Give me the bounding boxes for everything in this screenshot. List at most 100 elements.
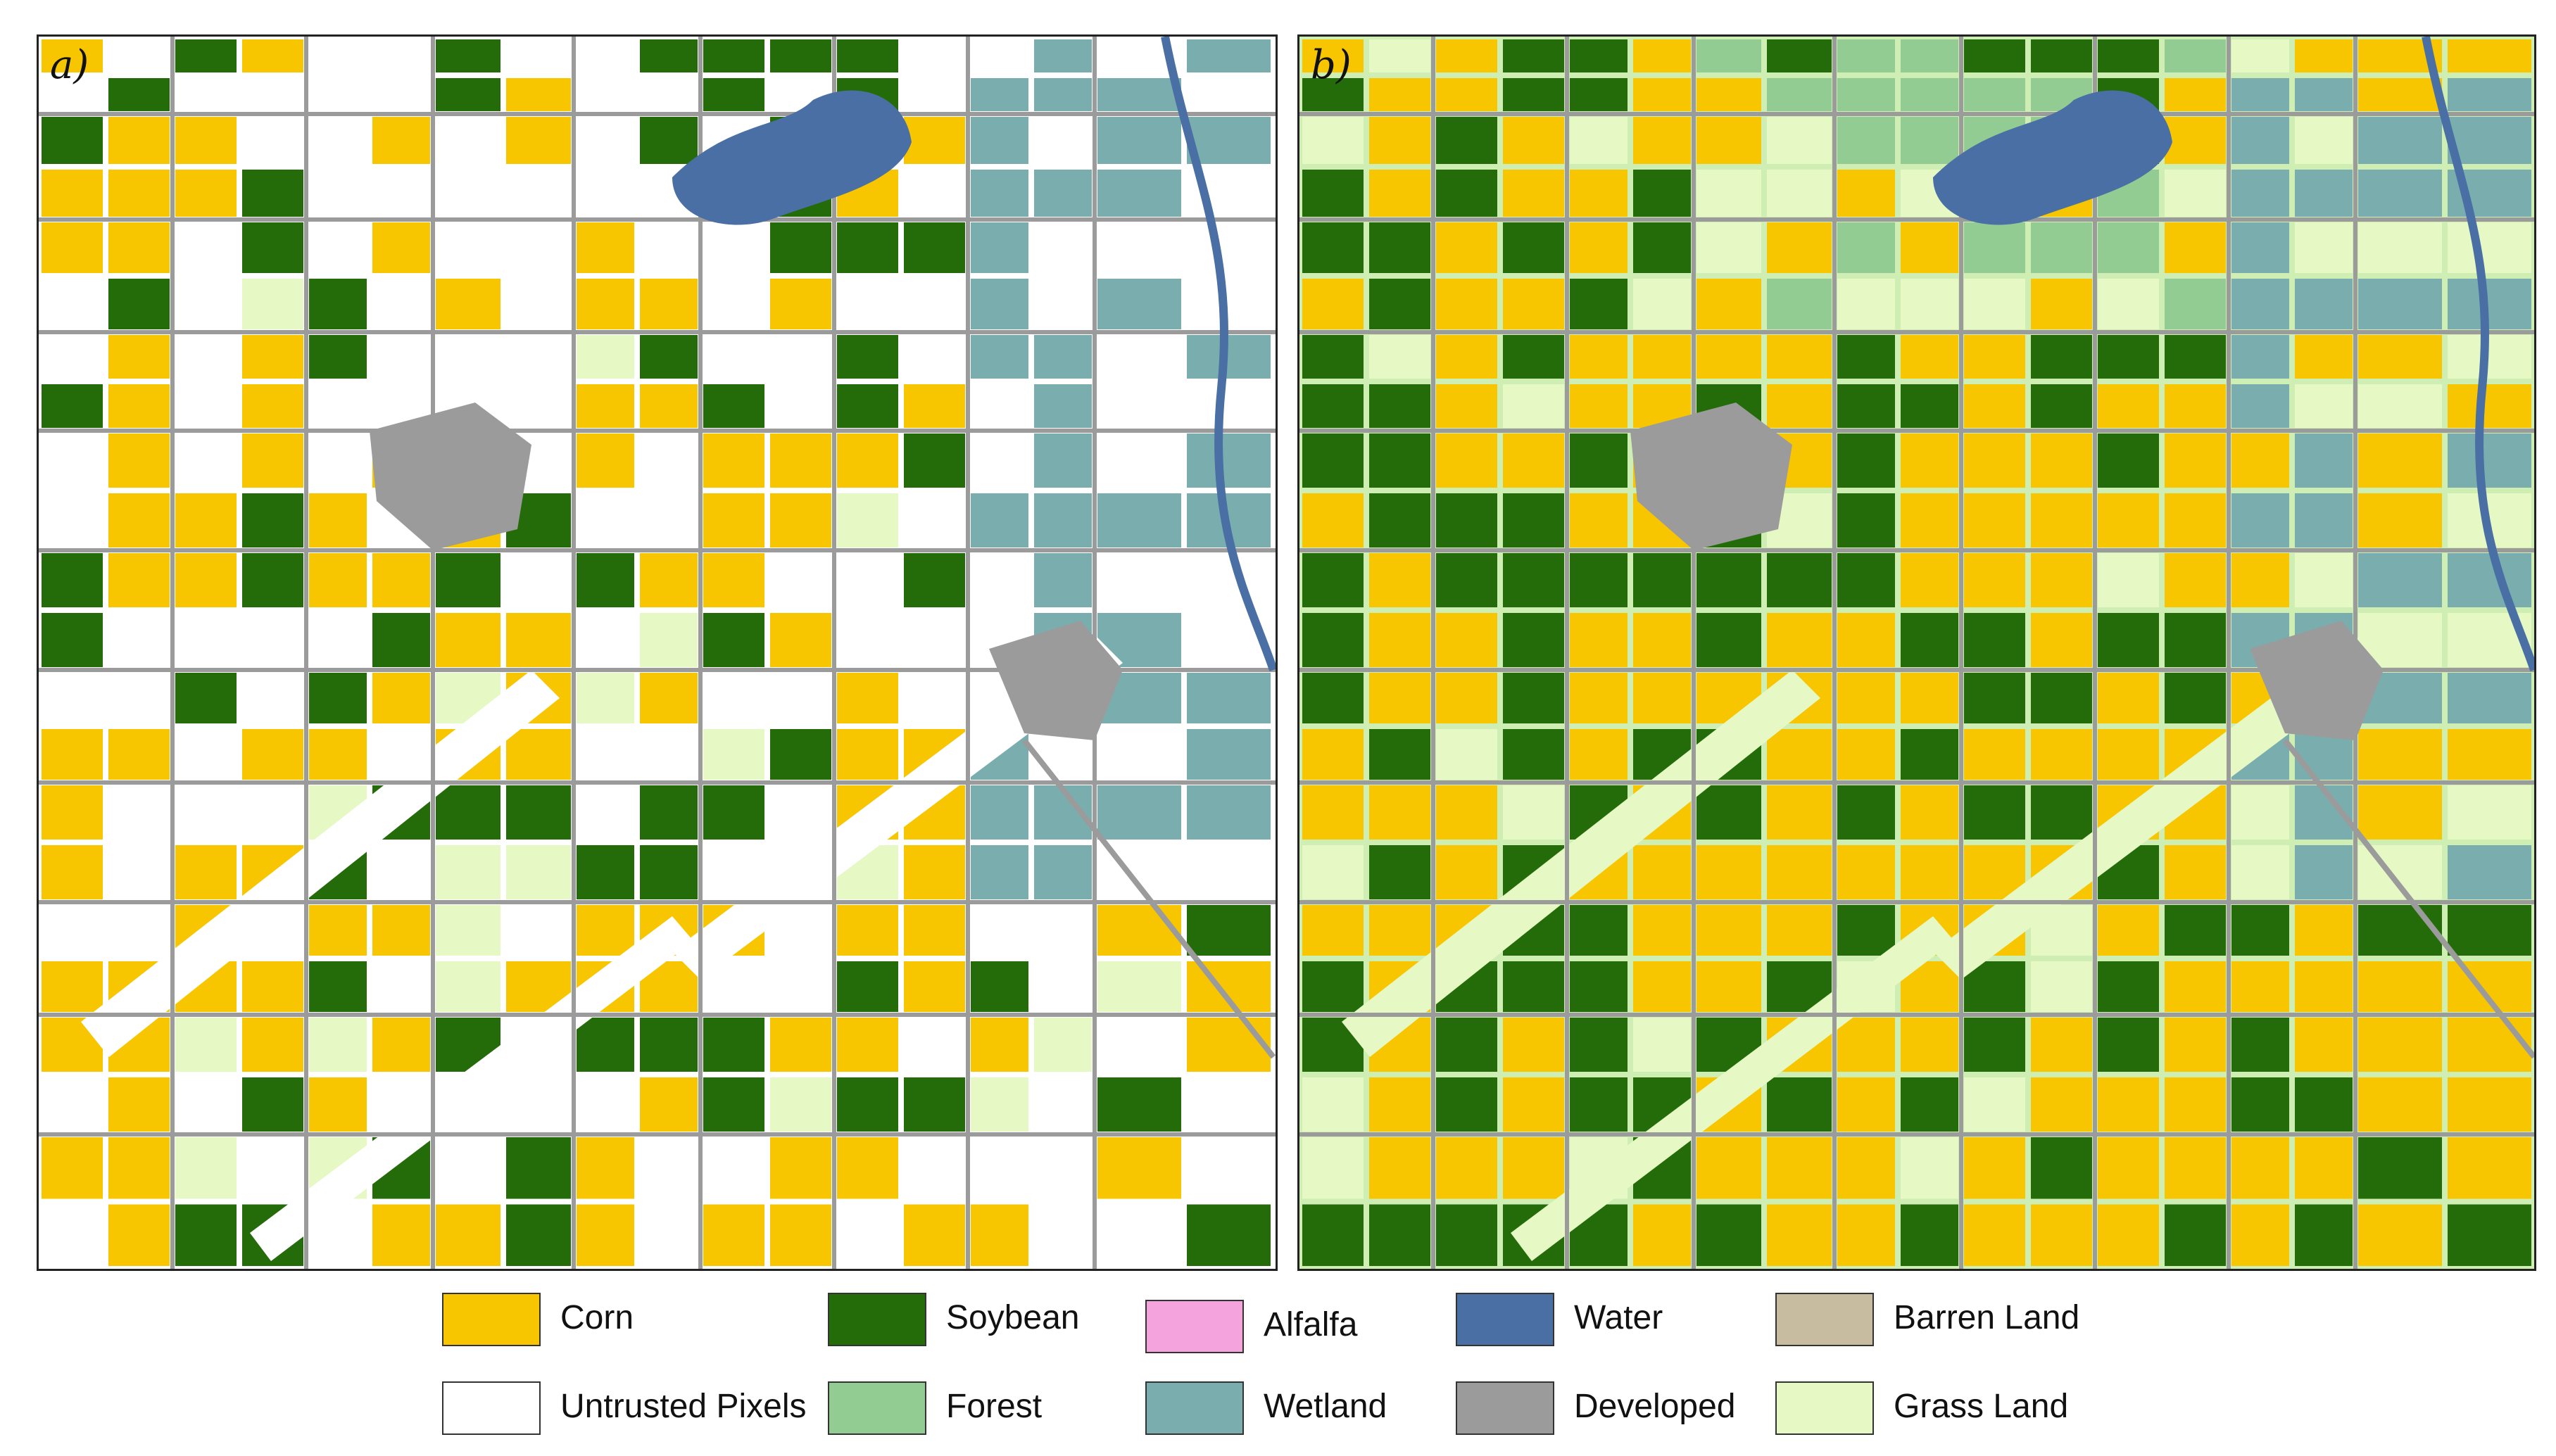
- field: [506, 1204, 571, 1266]
- field: [372, 673, 430, 723]
- field: [175, 845, 237, 899]
- field: [175, 729, 237, 780]
- field: [1436, 1204, 1497, 1266]
- field: [971, 1077, 1028, 1132]
- field: [1633, 78, 1691, 111]
- field: [436, 117, 501, 164]
- field: [837, 1137, 898, 1199]
- field: [2231, 384, 2289, 428]
- field: [971, 39, 1028, 72]
- field: [309, 222, 367, 273]
- field: [2098, 433, 2159, 488]
- field: [1034, 222, 1092, 273]
- field: [108, 335, 170, 379]
- field: [2165, 222, 2226, 273]
- field: [108, 433, 170, 488]
- field: [904, 433, 965, 488]
- field: [1696, 279, 1761, 329]
- field: [2098, 961, 2159, 1012]
- field: [971, 905, 1028, 956]
- field: [2358, 553, 2442, 607]
- field: [1302, 613, 1364, 667]
- field: [1503, 613, 1564, 667]
- field: [2358, 493, 2442, 547]
- road: [39, 429, 1276, 433]
- field: [904, 117, 965, 164]
- field: [1696, 1137, 1761, 1199]
- field: [2165, 905, 2226, 956]
- field: [42, 1077, 103, 1132]
- road: [572, 37, 576, 1269]
- field: [1570, 493, 1628, 547]
- road: [304, 37, 308, 1269]
- field: [108, 785, 170, 840]
- field: [1302, 335, 1364, 379]
- field: [837, 279, 898, 329]
- field: [1187, 78, 1271, 111]
- field: [42, 961, 103, 1012]
- field: [1436, 433, 1497, 488]
- field: [2448, 335, 2531, 379]
- field: [1369, 905, 1430, 956]
- field: [1369, 39, 1430, 72]
- field: [1570, 905, 1628, 956]
- field: [1837, 279, 1895, 329]
- field: [1187, 845, 1271, 899]
- field: [577, 39, 634, 72]
- field: [175, 1077, 237, 1132]
- field: [1503, 961, 1564, 1012]
- field: [108, 845, 170, 899]
- road: [1565, 37, 1569, 1269]
- field: [1097, 729, 1181, 780]
- field: [42, 433, 103, 488]
- field: [770, 279, 831, 329]
- field: [2448, 39, 2531, 72]
- field: [1503, 335, 1564, 379]
- field: [108, 279, 170, 329]
- field: [837, 222, 898, 273]
- field: [2031, 1204, 2092, 1266]
- field: [1901, 729, 1958, 780]
- field: [309, 493, 367, 547]
- field: [2098, 613, 2159, 667]
- field: [770, 785, 831, 840]
- field: [577, 78, 634, 111]
- field: [1369, 673, 1430, 723]
- field: [242, 78, 303, 111]
- field: [2295, 1018, 2353, 1072]
- field: [1097, 905, 1181, 956]
- field: [1436, 384, 1497, 428]
- field: [1964, 39, 2025, 72]
- legend-label-water: Water: [1574, 1299, 1663, 1336]
- field: [1034, 961, 1092, 1012]
- field: [1503, 1137, 1564, 1199]
- field: [2231, 1204, 2289, 1266]
- field: [904, 845, 965, 899]
- field: [2098, 1137, 2159, 1199]
- field: [640, 613, 698, 667]
- field: [175, 1204, 237, 1266]
- legend-label-soybean: Soybean: [946, 1299, 1080, 1336]
- field: [1696, 961, 1761, 1012]
- field: [1837, 729, 1895, 780]
- field: [1187, 117, 1271, 164]
- field: [2231, 1018, 2289, 1072]
- field: [703, 493, 764, 547]
- field: [1436, 222, 1497, 273]
- field: [1901, 1137, 1958, 1199]
- field: [1837, 785, 1895, 840]
- field: [703, 785, 764, 840]
- field: [2231, 170, 2289, 217]
- field: [1837, 553, 1895, 607]
- field: [2031, 729, 2092, 780]
- field: [42, 117, 103, 164]
- field: [1633, 222, 1691, 273]
- map-panel-a: a): [37, 34, 1278, 1271]
- field: [703, 78, 764, 111]
- field: [1633, 279, 1691, 329]
- field: [1837, 905, 1895, 956]
- field: [1901, 78, 1958, 111]
- field: [904, 335, 965, 379]
- field: [1964, 613, 2025, 667]
- field: [309, 905, 367, 956]
